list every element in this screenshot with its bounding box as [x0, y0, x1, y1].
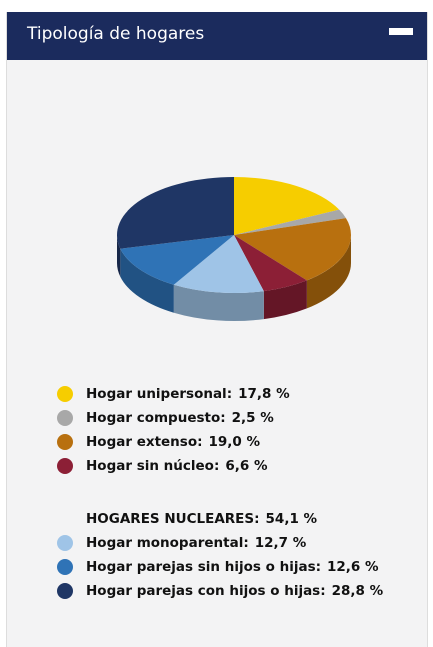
- legend-swatch: [57, 458, 73, 474]
- legend-subtotal: HOGARES NUCLEARES: 54,1 %: [57, 507, 383, 531]
- legend-label: Hogar extenso:: [86, 434, 203, 450]
- legend-item: Hogar sin núcleo: 6,6 %: [57, 454, 383, 478]
- legend-value: 12,6 %: [327, 559, 379, 575]
- slice-side: [173, 284, 264, 322]
- legend-item: Hogar extenso: 19,0 %: [57, 430, 383, 454]
- pie-chart: [116, 177, 352, 322]
- legend-value: 2,5 %: [231, 410, 274, 426]
- slice: [234, 218, 352, 281]
- legend-label: Hogar monoparental:: [86, 535, 249, 551]
- legend-swatch: [57, 535, 73, 551]
- legend: Hogar unipersonal: 17,8 % Hogar compuesto:…: [57, 382, 383, 603]
- legend-item: Hogar compuesto: 2,5 %: [57, 406, 383, 430]
- panel-title: Tipología de hogares: [27, 24, 205, 44]
- panel-header: Tipología de hogares: [7, 12, 427, 60]
- slice: [234, 235, 307, 292]
- legend-item: Hogar parejas sin hijos o hijas: 12,6 %: [57, 555, 383, 579]
- panel: Tipología de hogares Hogar unipersonal: 1…: [6, 12, 428, 647]
- legend-item: Hogar parejas con hijos o hijas: 28,8 %: [57, 579, 383, 603]
- legend-label: Hogar unipersonal:: [86, 386, 233, 402]
- slice: [173, 235, 264, 294]
- legend-value: 6,6 %: [225, 458, 268, 474]
- legend-value: 28,8 %: [331, 583, 384, 599]
- legend-value: 19,0 %: [208, 434, 261, 450]
- subtotal-value: 54,1 %: [265, 511, 318, 527]
- slice-side: [263, 280, 307, 320]
- slice: [116, 177, 234, 249]
- legend-swatch: [57, 386, 73, 402]
- legend-label: Hogar compuesto:: [86, 410, 226, 426]
- minimize-button[interactable]: [389, 28, 413, 35]
- legend-swatch: [57, 410, 73, 426]
- slice-side: [117, 235, 121, 277]
- slice-side: [306, 235, 351, 309]
- legend-label: Hogar parejas sin hijos o hijas:: [86, 559, 321, 575]
- slice-side: [120, 248, 174, 313]
- legend-value: 17,8 %: [238, 386, 290, 402]
- slice-sides: [117, 235, 351, 322]
- legend-item: Hogar unipersonal: 17,8 %: [57, 382, 383, 406]
- legend-swatch: [57, 559, 73, 575]
- slice: [120, 235, 234, 285]
- legend-label: Hogar parejas con hijos o hijas:: [86, 583, 326, 599]
- legend-value: 12,7 %: [254, 535, 307, 551]
- subtotal-label: HOGARES NUCLEARES:: [86, 511, 260, 527]
- legend-item: Hogar monoparental: 12,7 %: [57, 531, 383, 555]
- slice: [234, 209, 346, 235]
- legend-swatch: [57, 583, 73, 599]
- legend-swatch: [57, 434, 73, 450]
- slice: [234, 177, 340, 235]
- legend-label: Hogar sin núcleo:: [86, 458, 220, 474]
